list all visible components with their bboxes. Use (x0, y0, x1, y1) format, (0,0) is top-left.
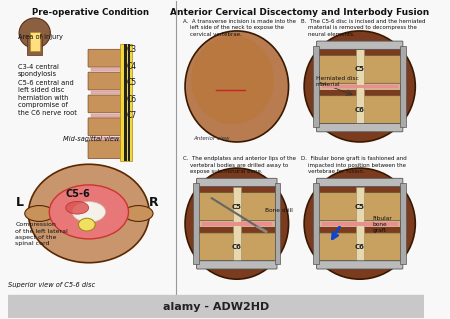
Text: Bone drill: Bone drill (265, 208, 293, 213)
Text: C6: C6 (355, 107, 365, 113)
Bar (322, 85, 398, 88)
Text: Superior view of C5-6 disc: Superior view of C5-6 disc (8, 282, 95, 288)
Text: C6: C6 (355, 244, 365, 250)
Bar (8, 295, 424, 318)
Text: C5: C5 (126, 78, 136, 87)
Text: C6: C6 (232, 244, 242, 250)
Text: C5: C5 (232, 204, 242, 210)
Ellipse shape (124, 205, 153, 221)
Bar (313, 183, 319, 264)
Bar (322, 222, 398, 226)
Bar (128, 44, 130, 161)
FancyBboxPatch shape (197, 178, 277, 187)
FancyBboxPatch shape (88, 49, 131, 67)
Text: C3-4 central
spondylosis: C3-4 central spondylosis (18, 64, 59, 77)
Ellipse shape (304, 31, 415, 142)
FancyBboxPatch shape (88, 118, 131, 136)
Text: A.  A transverse incision is made into the
    left side of the neck to expose t: A. A transverse incision is made into th… (183, 19, 296, 36)
Bar (274, 183, 280, 264)
Text: R: R (149, 196, 159, 209)
Bar (319, 83, 400, 90)
Ellipse shape (191, 36, 274, 124)
FancyBboxPatch shape (317, 261, 403, 269)
Bar (199, 220, 274, 227)
FancyBboxPatch shape (88, 95, 131, 113)
FancyBboxPatch shape (317, 178, 403, 187)
Ellipse shape (185, 168, 288, 279)
FancyBboxPatch shape (318, 233, 401, 261)
Text: Pre-operative Condition: Pre-operative Condition (32, 8, 149, 17)
Text: L: L (16, 196, 24, 209)
Text: Herniated disc
material: Herniated disc material (316, 76, 359, 87)
FancyBboxPatch shape (318, 96, 401, 123)
Text: C5-6: C5-6 (65, 189, 90, 199)
FancyBboxPatch shape (198, 193, 275, 220)
Ellipse shape (50, 185, 128, 239)
Ellipse shape (28, 164, 149, 263)
Bar (233, 187, 241, 261)
FancyBboxPatch shape (317, 123, 403, 132)
Bar (193, 183, 199, 264)
Bar (91, 91, 128, 94)
Text: C3: C3 (126, 45, 136, 55)
Bar (202, 222, 272, 226)
Text: C.  The endplates and anterior lips of the
    vertebral bodies are drilled away: C. The endplates and anterior lips of th… (183, 156, 296, 174)
Bar (356, 187, 364, 261)
Text: D.  Fibular bone graft is fashioned and
    impacted into position between the
 : D. Fibular bone graft is fashioned and i… (302, 156, 407, 174)
Ellipse shape (304, 168, 415, 279)
Bar (319, 220, 400, 227)
Bar (313, 46, 319, 127)
Ellipse shape (66, 201, 89, 214)
FancyBboxPatch shape (317, 41, 403, 49)
Text: alamy - ADW2HD: alamy - ADW2HD (163, 302, 269, 312)
Bar (30, 32, 40, 50)
Ellipse shape (78, 218, 95, 231)
Ellipse shape (185, 31, 288, 142)
Bar (400, 46, 406, 127)
Text: C4: C4 (126, 62, 136, 71)
FancyBboxPatch shape (88, 141, 131, 159)
Text: C6: C6 (126, 95, 136, 104)
FancyBboxPatch shape (88, 72, 131, 90)
Bar (91, 68, 128, 71)
Text: Anterior Cervical Discectomy and Interbody Fusion: Anterior Cervical Discectomy and Interbo… (170, 8, 429, 17)
Text: C5: C5 (355, 66, 365, 72)
Text: B.  The C5-6 disc is incised and the herniated
    material is removed to decomp: B. The C5-6 disc is incised and the hern… (302, 19, 426, 36)
Ellipse shape (19, 18, 50, 48)
Text: Area of injury: Area of injury (18, 34, 63, 40)
Text: C5: C5 (355, 204, 365, 210)
Ellipse shape (25, 205, 54, 221)
Bar (91, 137, 128, 140)
Text: Compression
of the left lateral
aspect of the
spinal cord: Compression of the left lateral aspect o… (15, 222, 68, 246)
FancyBboxPatch shape (318, 193, 401, 220)
Bar (124, 44, 127, 161)
Bar (356, 49, 364, 124)
FancyBboxPatch shape (198, 233, 275, 261)
FancyBboxPatch shape (197, 261, 277, 269)
Ellipse shape (72, 202, 106, 222)
Bar (27, 36, 42, 55)
Text: Fibular
bone
graft: Fibular bone graft (373, 216, 392, 233)
Bar (400, 183, 406, 264)
Bar (91, 114, 128, 117)
FancyBboxPatch shape (318, 56, 401, 83)
Text: C7: C7 (126, 111, 136, 121)
Bar (120, 44, 132, 161)
Text: Mid-sagittal view: Mid-sagittal view (63, 136, 119, 142)
Text: C5-6 central and
left sided disc
herniation with
compromise of
the C6 nerve root: C5-6 central and left sided disc herniat… (18, 79, 77, 115)
Text: Anterior view: Anterior view (194, 136, 230, 141)
